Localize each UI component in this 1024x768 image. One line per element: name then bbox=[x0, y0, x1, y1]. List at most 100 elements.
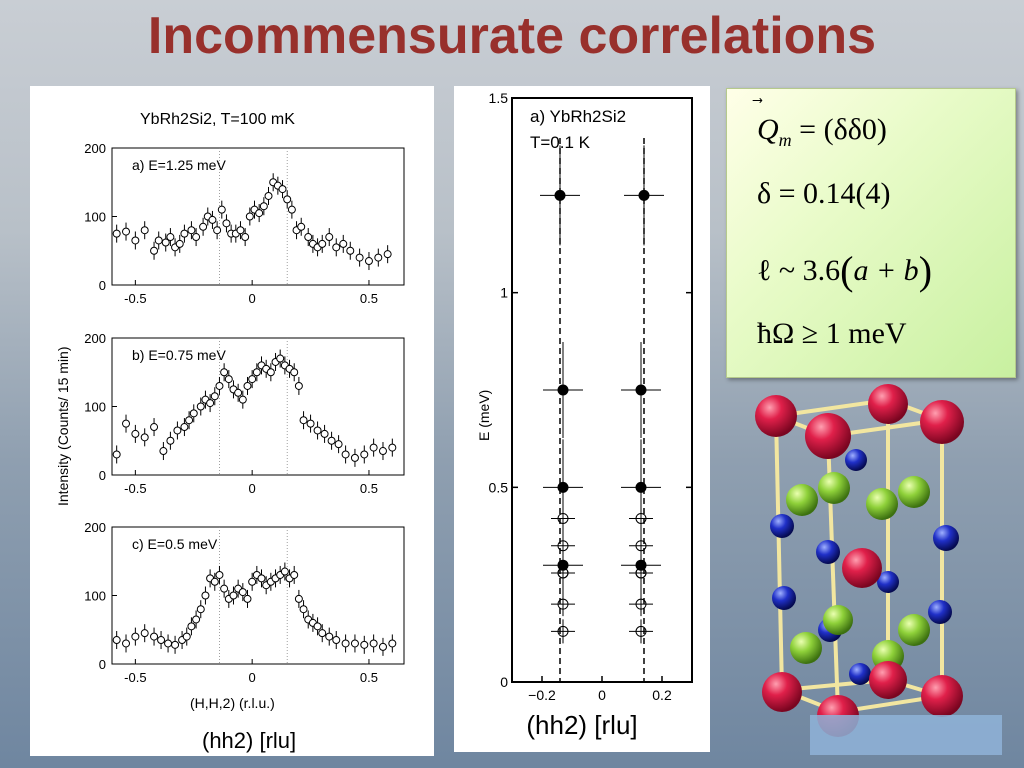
data-point bbox=[290, 368, 299, 377]
data-point bbox=[369, 443, 378, 452]
equation-ell: ℓ ~ 3.6(a + b) bbox=[757, 248, 933, 293]
data-point-filled bbox=[557, 384, 569, 396]
data-point bbox=[248, 375, 257, 384]
data-point bbox=[325, 233, 334, 242]
plot-label: a) YbRh2Si2 bbox=[530, 107, 626, 126]
y-tick-label: 0.5 bbox=[489, 479, 509, 495]
data-point bbox=[122, 419, 131, 428]
data-point bbox=[327, 436, 336, 445]
x-tick-label: 0 bbox=[249, 670, 256, 685]
data-point bbox=[122, 227, 131, 236]
equation-delta: δ = 0.14(4) bbox=[757, 177, 891, 210]
data-point-filled bbox=[635, 384, 647, 396]
data-point bbox=[341, 639, 350, 648]
x-tick-label: 0.5 bbox=[360, 481, 378, 496]
x-tick-label: 0.5 bbox=[360, 670, 378, 685]
data-point bbox=[294, 594, 303, 603]
y-tick-label: 1.5 bbox=[489, 90, 509, 106]
x-tick-label: 0 bbox=[249, 291, 256, 306]
data-point bbox=[238, 395, 247, 404]
panel-label: b) E=0.75 meV bbox=[132, 347, 226, 363]
ell-vector: a + b bbox=[853, 254, 919, 287]
x-axis-label: (H,H,2) (r.l.u.) bbox=[190, 695, 275, 711]
data-point-filled bbox=[638, 189, 650, 201]
hidden-caption: (hh2) [rlu] bbox=[202, 728, 297, 753]
data-point bbox=[189, 409, 198, 418]
data-point bbox=[243, 381, 252, 390]
data-point bbox=[278, 185, 287, 194]
intensity-figure: (hh2) [rlu] YbRh2Si2, T=100 mK Intensity… bbox=[30, 86, 434, 756]
data-point bbox=[220, 368, 229, 377]
data-point bbox=[257, 574, 266, 583]
data-point bbox=[182, 632, 191, 641]
dispersion-plot: a) YbRh2Si2 T=0.1 K E (meV) 00.511.5−0.2… bbox=[476, 90, 693, 703]
data-point bbox=[192, 615, 201, 624]
data-point bbox=[206, 399, 215, 408]
data-point bbox=[259, 202, 268, 211]
data-point bbox=[229, 591, 238, 600]
data-point bbox=[334, 440, 343, 449]
data-point bbox=[332, 636, 341, 645]
data-point bbox=[224, 375, 233, 384]
y-tick-label: 0 bbox=[99, 278, 106, 293]
data-point bbox=[252, 368, 261, 377]
data-point bbox=[213, 226, 222, 235]
x-tick-label: -0.5 bbox=[124, 670, 146, 685]
data-point bbox=[215, 381, 224, 390]
y-tick-label: 200 bbox=[84, 520, 106, 535]
data-point-open bbox=[635, 567, 647, 579]
x-tick-label: −0.2 bbox=[528, 687, 556, 703]
data-point bbox=[112, 229, 121, 238]
data-point bbox=[378, 642, 387, 651]
y-tick-label: 100 bbox=[84, 589, 106, 604]
y-tick-label: 1 bbox=[500, 285, 508, 301]
data-point bbox=[140, 629, 149, 638]
data-point bbox=[346, 246, 355, 255]
y-tick-label: 100 bbox=[84, 400, 106, 415]
data-point-open bbox=[557, 625, 569, 637]
data-point bbox=[187, 226, 196, 235]
data-point bbox=[241, 233, 250, 242]
data-point bbox=[255, 209, 264, 218]
data-point bbox=[283, 195, 292, 204]
data-point bbox=[243, 594, 252, 603]
data-point bbox=[159, 447, 168, 456]
data-point bbox=[161, 238, 170, 247]
data-point bbox=[290, 570, 299, 579]
data-point bbox=[238, 588, 247, 597]
equation-energy: ħΩ ≥ 1 meV bbox=[757, 317, 907, 350]
equation-q: ⃗ Qm = (δδ0) bbox=[757, 113, 887, 151]
x-tick-label: 0.5 bbox=[360, 291, 378, 306]
data-point bbox=[313, 426, 322, 435]
y-axis-label: E (meV) bbox=[476, 390, 492, 441]
data-point bbox=[210, 577, 219, 586]
data-point bbox=[280, 567, 289, 576]
y-tick-label: 0 bbox=[99, 468, 106, 483]
data-point bbox=[199, 222, 208, 231]
x-tick-label: 0 bbox=[249, 481, 256, 496]
intensity-panel: 0 100 200 -0.5 0 0.5 c) E=0.5 meV bbox=[84, 520, 405, 685]
intensity-panel: 0 100 200 -0.5 0 0.5 b) E=0.75 meV bbox=[84, 331, 405, 496]
data-point bbox=[360, 640, 369, 649]
data-point bbox=[215, 570, 224, 579]
data-point bbox=[355, 253, 364, 262]
data-point bbox=[299, 605, 308, 614]
intensity-panel: 0 100 200 -0.5 0 0.5 a) E=1.25 meV bbox=[84, 141, 405, 306]
data-point-open bbox=[635, 512, 647, 524]
data-point bbox=[131, 429, 140, 438]
data-point bbox=[150, 423, 159, 432]
data-point bbox=[318, 629, 327, 638]
data-point bbox=[208, 215, 217, 224]
data-point bbox=[234, 388, 243, 397]
data-point bbox=[369, 639, 378, 648]
data-point bbox=[140, 226, 149, 235]
data-point bbox=[154, 236, 163, 245]
equations-box: ⃗ Qm = (δδ0) δ = 0.14(4) ℓ ~ 3.6(a + b) … bbox=[726, 88, 1016, 378]
data-point bbox=[350, 453, 359, 462]
data-point bbox=[187, 622, 196, 631]
data-point bbox=[112, 636, 121, 645]
data-point-filled bbox=[554, 189, 566, 201]
data-point bbox=[196, 402, 205, 411]
data-point bbox=[196, 605, 205, 614]
data-point-open bbox=[635, 625, 647, 637]
